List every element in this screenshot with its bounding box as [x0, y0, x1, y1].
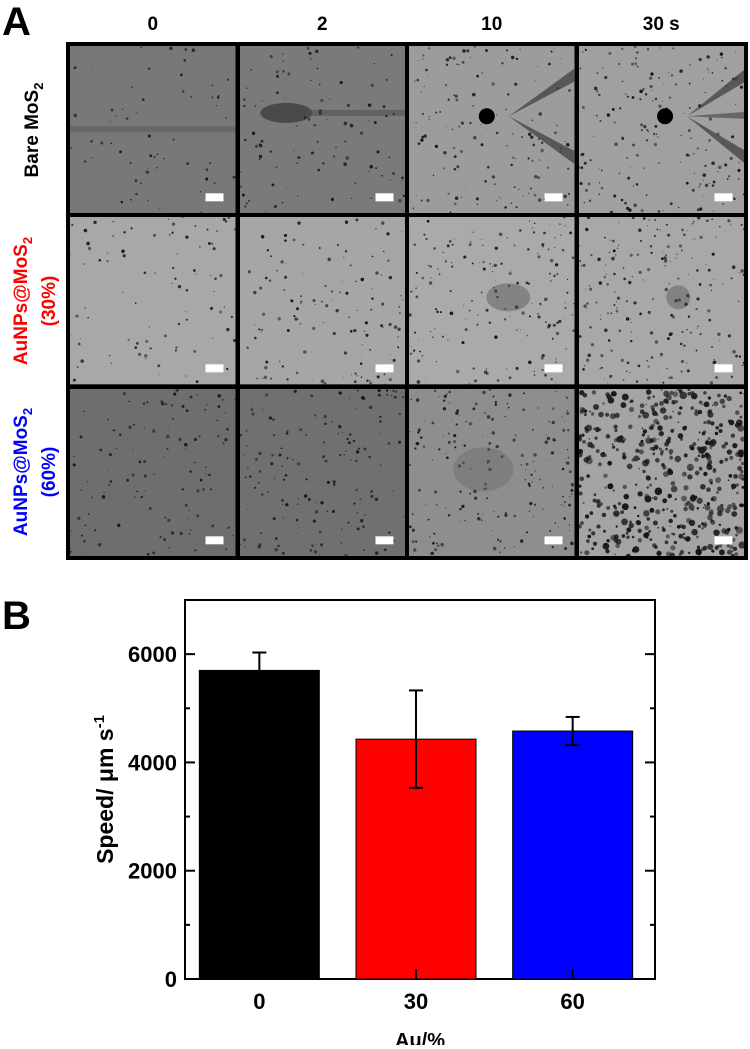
y-axis-label-text: Speed/ μm s: [92, 728, 118, 864]
x-tick-label-30: 30: [404, 989, 428, 1014]
micrograph-r1-c0: [70, 217, 236, 385]
column-header-2: 10: [481, 14, 503, 35]
micrograph-r2-c3: [578, 388, 744, 556]
panel-b-letter: B: [2, 594, 31, 638]
micrograph-r2-c0: [70, 388, 236, 556]
micrograph-r0-c1: [239, 46, 405, 214]
row-label-percent: (60%): [38, 446, 60, 498]
row-label-text: AuNPs@MoS: [11, 244, 33, 366]
row-label-subscript: 2: [19, 408, 35, 416]
column-header-3: 30 s: [642, 14, 680, 35]
y-tick-label: 6000: [128, 642, 177, 667]
speed-bar-chart: 0 2000 4000 6000 0 30 60 Au/% Speed/ μm s-1: [91, 599, 656, 1045]
micrograph-r1-c1: [239, 217, 405, 385]
row-label-subscript: 2: [30, 82, 46, 90]
row-label-2: AuNPs@MoS2 (60%): [11, 408, 61, 536]
row-label-0: Bare MoS2: [22, 82, 50, 177]
micrograph-r0-c2: [409, 46, 575, 214]
y-tick-label: 4000: [128, 750, 177, 775]
micrograph-r2-c1: [239, 388, 405, 556]
micrograph-r0-c3: [578, 46, 744, 214]
bar-30: [355, 738, 477, 980]
bar-0: [198, 669, 320, 980]
micrograph-r1-c3: [578, 217, 744, 385]
x-tick-label-60: 60: [560, 989, 584, 1014]
y-tick-label: 2000: [128, 859, 177, 884]
column-header-0: 0: [147, 14, 159, 35]
y-tick-label: 0: [165, 967, 177, 992]
row-label-subscript: 2: [19, 236, 35, 245]
micrograph-r1-c2: [409, 217, 575, 385]
micrograph-r2-c2: [409, 388, 575, 556]
y-axis-label-superscript: -1: [91, 715, 108, 728]
column-header-1: 2: [316, 14, 328, 35]
x-axis-label: Au/%: [395, 1030, 445, 1045]
panel-a-letter: A: [2, 0, 31, 44]
bar-60: [512, 730, 634, 980]
x-tick-label-0: 0: [253, 989, 265, 1014]
micrograph-r0-c0: [70, 46, 236, 214]
row-label-1: AuNPs@MoS2 (30%): [11, 237, 61, 365]
row-label-percent: (30%): [38, 275, 60, 327]
y-axis-label: Speed/ μm s-1: [91, 715, 118, 864]
row-label-text: Bare MoS: [22, 89, 44, 178]
micrograph-grid: [66, 42, 748, 560]
row-label-text: AuNPs@MoS: [11, 415, 33, 537]
